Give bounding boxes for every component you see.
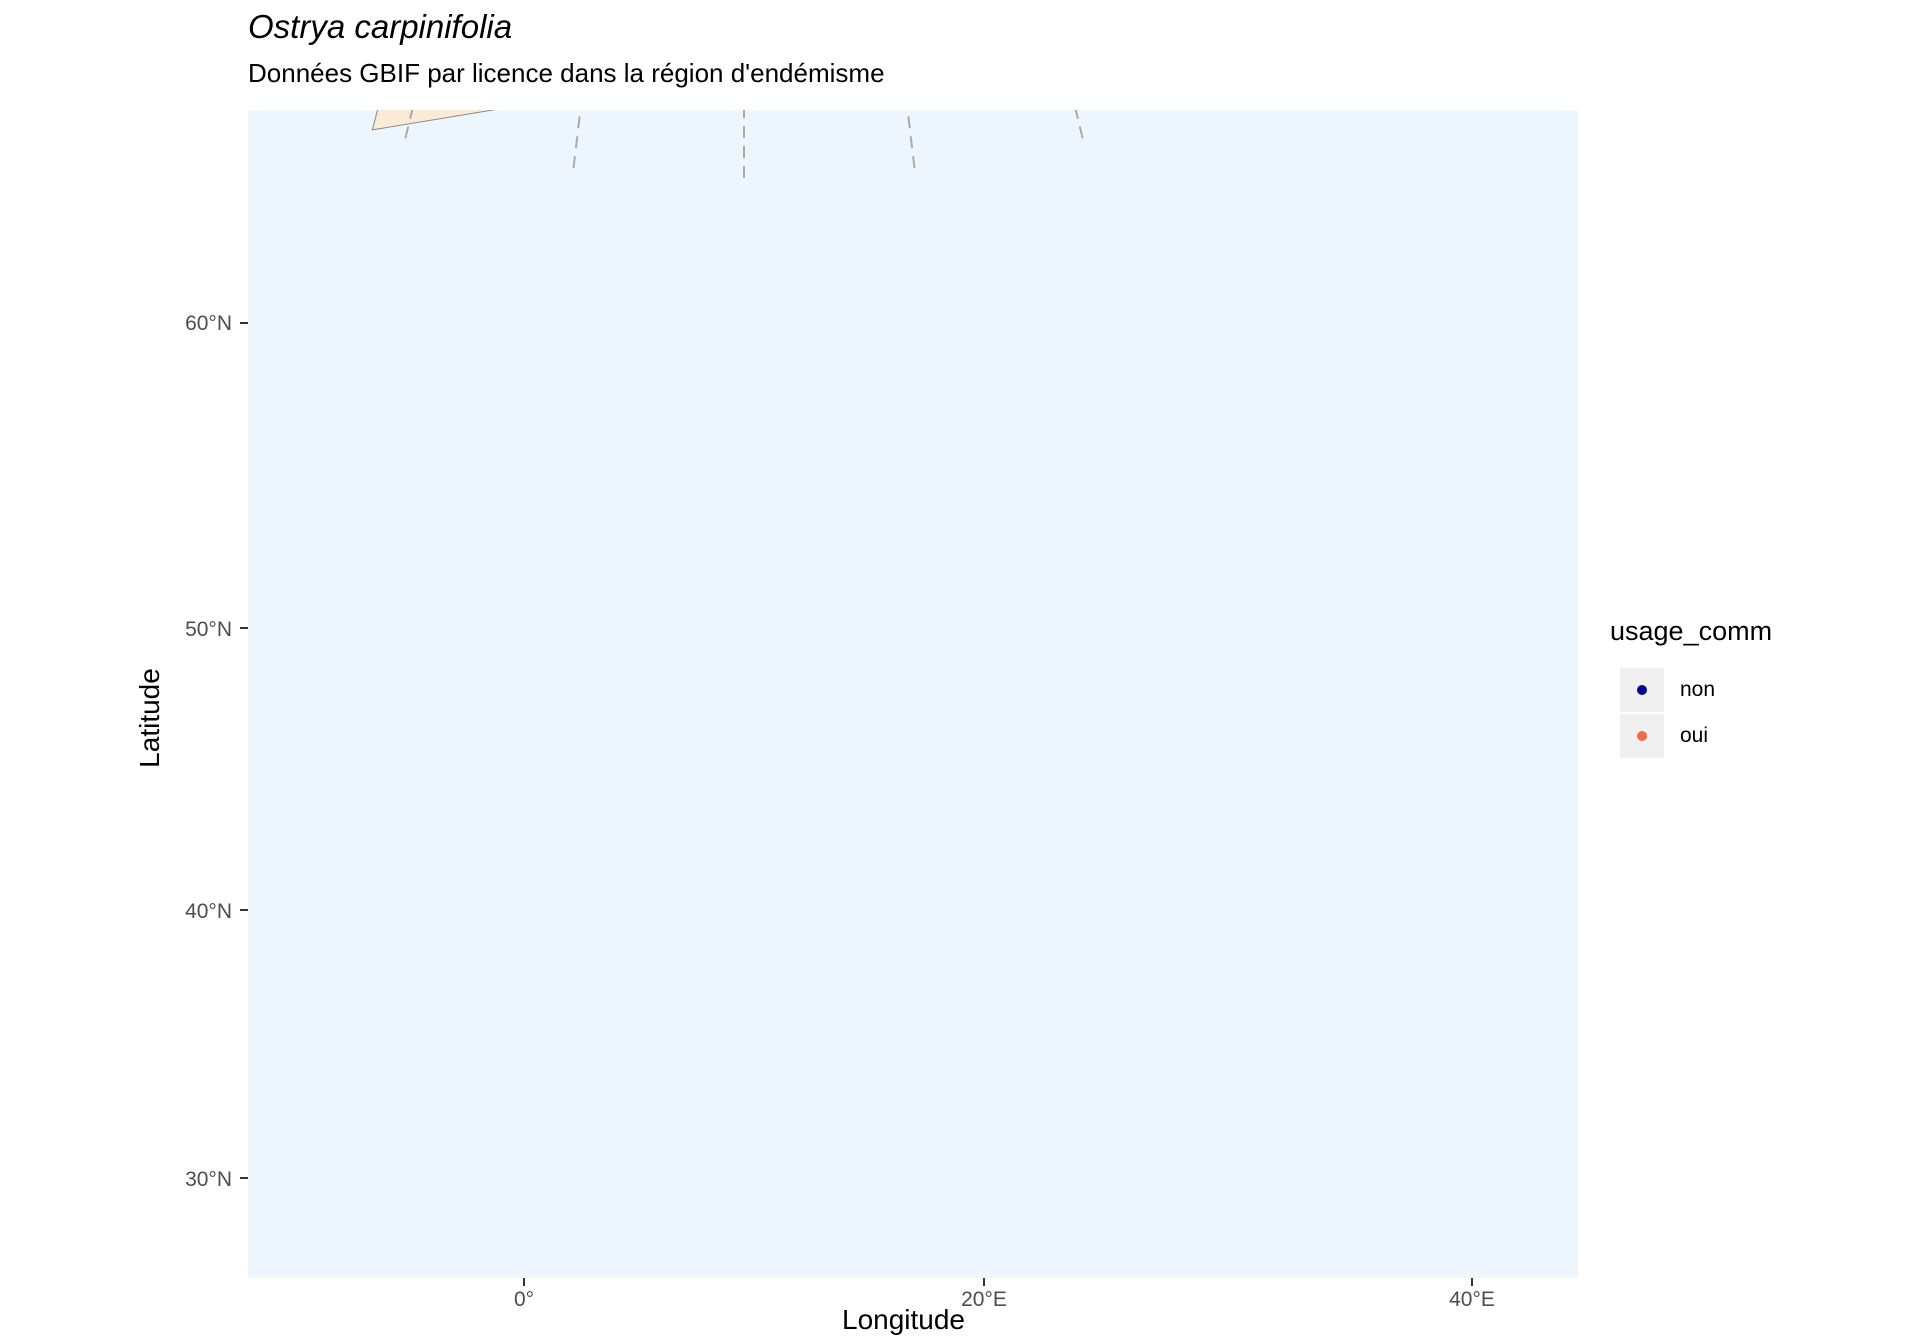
x-tick-label-20e: 20°E (961, 1288, 1007, 1311)
x-tick-label-0: 0° (513, 1288, 535, 1311)
x-axis-label: Longitude (842, 1304, 966, 1335)
chart-title: Ostrya carpinifolia (248, 8, 513, 45)
legend-label-non: non (1680, 678, 1716, 701)
legend-swatch-oui (1637, 731, 1647, 741)
y-tick-label-50n: 50°N (185, 618, 232, 641)
y-tick-label-30n: 30°N (185, 1168, 232, 1191)
legend-title: usage_comm (1610, 616, 1773, 646)
graticule-meridian (855, 0, 1246, 89)
y-axis-label: Latitude (134, 668, 165, 768)
land-layer (371, 110, 496, 131)
map-panel-ocean (248, 110, 1578, 1278)
land-shape (371, 110, 496, 131)
chart-subtitle: Données GBIF par licence dans la région … (248, 58, 885, 88)
axis-ticks (240, 322, 1473, 1286)
x-tick-label-40e: 40°E (1449, 1288, 1495, 1311)
legend-label-oui: oui (1680, 724, 1709, 747)
legend-key-non (1620, 668, 1664, 712)
y-tick-label-40n: 40°N (185, 900, 232, 923)
legend-key-oui (1620, 714, 1664, 758)
legend-swatch-non (1637, 685, 1647, 695)
y-tick-label-60n: 60°N (185, 312, 232, 335)
